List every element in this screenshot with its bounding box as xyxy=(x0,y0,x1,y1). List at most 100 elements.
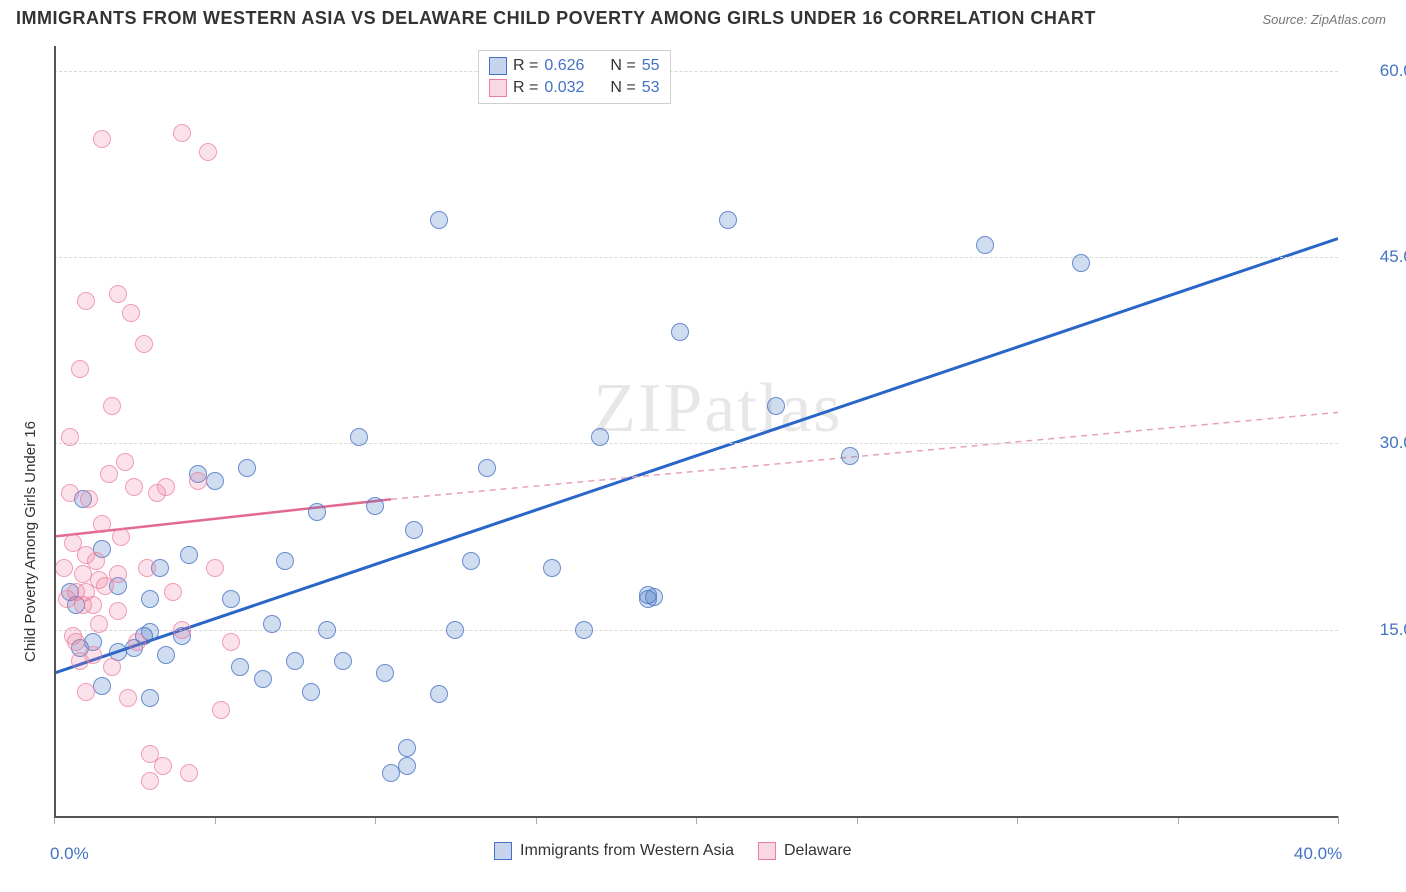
data-point xyxy=(112,528,130,546)
data-point xyxy=(71,360,89,378)
data-point xyxy=(100,465,118,483)
data-point xyxy=(199,143,217,161)
data-point xyxy=(93,130,111,148)
data-point xyxy=(109,565,127,583)
legend-swatch xyxy=(489,79,507,97)
data-point xyxy=(334,652,352,670)
data-point xyxy=(376,664,394,682)
gridline xyxy=(54,71,1338,72)
data-point xyxy=(173,621,191,639)
data-point xyxy=(141,772,159,790)
data-point xyxy=(222,633,240,651)
data-point xyxy=(405,521,423,539)
data-point xyxy=(1072,254,1090,272)
data-point xyxy=(263,615,281,633)
data-point xyxy=(671,323,689,341)
data-point xyxy=(164,583,182,601)
y-axis-label: Child Poverty Among Girls Under 16 xyxy=(22,421,39,662)
r-label: R = xyxy=(513,77,538,99)
data-point xyxy=(84,646,102,664)
r-label: R = xyxy=(513,55,538,77)
source-name: ZipAtlas.com xyxy=(1311,12,1386,27)
data-point xyxy=(767,397,785,415)
data-point xyxy=(231,658,249,676)
gridline xyxy=(54,443,1338,444)
x-tick-label: 40.0% xyxy=(1294,844,1342,864)
data-point xyxy=(543,559,561,577)
data-point xyxy=(591,428,609,446)
data-point xyxy=(366,497,384,515)
data-point xyxy=(180,546,198,564)
data-point xyxy=(135,335,153,353)
r-value: 0.032 xyxy=(544,77,584,99)
data-point xyxy=(122,304,140,322)
trend-line xyxy=(54,239,1338,674)
source-prefix: Source: xyxy=(1262,12,1310,27)
data-point xyxy=(180,764,198,782)
data-point xyxy=(398,757,416,775)
data-point xyxy=(173,124,191,142)
legend-item: Immigrants from Western Asia xyxy=(494,842,734,860)
data-point xyxy=(80,490,98,508)
legend-swatch xyxy=(758,842,776,860)
legend-label: Delaware xyxy=(784,842,852,860)
data-point xyxy=(350,428,368,446)
data-point xyxy=(77,292,95,310)
data-point xyxy=(93,677,111,695)
plot-area: ZIPatlas xyxy=(54,46,1338,816)
data-point xyxy=(286,652,304,670)
data-point xyxy=(116,453,134,471)
legend-stat-row: R = 0.032 N = 53 xyxy=(489,77,660,99)
n-value: 55 xyxy=(642,55,660,77)
y-tick-label: 30.0% xyxy=(1348,433,1406,453)
data-point xyxy=(90,571,108,589)
data-point xyxy=(154,757,172,775)
gridline xyxy=(54,630,1338,631)
data-point xyxy=(976,236,994,254)
y-axis-line xyxy=(54,46,56,816)
y-tick-label: 60.0% xyxy=(1348,61,1406,81)
n-label: N = xyxy=(610,77,635,99)
data-point xyxy=(55,559,73,577)
data-point xyxy=(90,615,108,633)
data-point xyxy=(125,478,143,496)
data-point xyxy=(254,670,272,688)
source-credit: Source: ZipAtlas.com xyxy=(1262,12,1386,27)
data-point xyxy=(109,602,127,620)
data-point xyxy=(189,472,207,490)
data-point xyxy=(719,211,737,229)
legend-swatch xyxy=(494,842,512,860)
gridline xyxy=(54,257,1338,258)
data-point xyxy=(575,621,593,639)
chart-canvas: IMMIGRANTS FROM WESTERN ASIA VS DELAWARE… xyxy=(0,0,1406,892)
data-point xyxy=(212,701,230,719)
x-axis-line xyxy=(54,816,1338,818)
data-point xyxy=(157,478,175,496)
legend-stat-row: R = 0.626 N = 55 xyxy=(489,55,660,77)
data-point xyxy=(222,590,240,608)
data-point xyxy=(841,447,859,465)
data-point xyxy=(302,683,320,701)
data-point xyxy=(639,586,657,604)
data-point xyxy=(141,590,159,608)
data-point xyxy=(430,211,448,229)
x-tick-label: 0.0% xyxy=(50,844,89,864)
data-point xyxy=(138,559,156,577)
data-point xyxy=(87,552,105,570)
data-point xyxy=(430,685,448,703)
legend-series: Immigrants from Western Asia Delaware xyxy=(494,842,852,860)
data-point xyxy=(308,503,326,521)
data-point xyxy=(462,552,480,570)
n-label: N = xyxy=(610,55,635,77)
trend-lines xyxy=(54,46,1338,816)
chart-title: IMMIGRANTS FROM WESTERN ASIA VS DELAWARE… xyxy=(16,8,1096,29)
watermark-text: ZIPatlas xyxy=(593,369,842,449)
legend-item: Delaware xyxy=(758,842,852,860)
data-point xyxy=(103,397,121,415)
data-point xyxy=(67,633,85,651)
data-point xyxy=(128,633,146,651)
data-point xyxy=(446,621,464,639)
data-point xyxy=(119,689,137,707)
data-point xyxy=(77,683,95,701)
x-tick xyxy=(1338,816,1339,824)
